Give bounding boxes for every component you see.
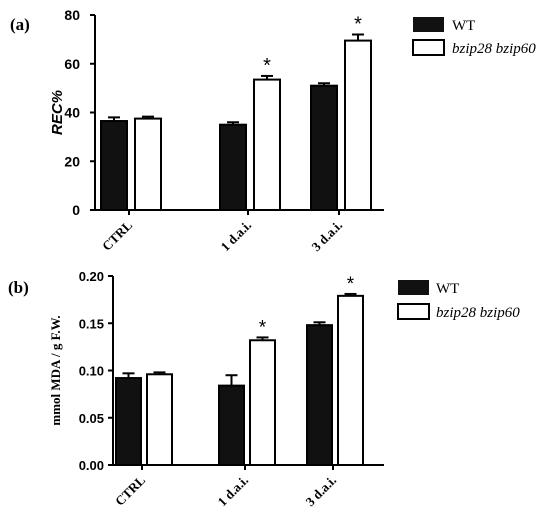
y-tick-label: 0 <box>72 202 80 218</box>
bar-mutant <box>337 294 364 466</box>
bar-mutant <box>344 39 372 211</box>
bar-wt <box>219 123 247 211</box>
bar-wt <box>310 84 338 211</box>
y-tick-label: 0.20 <box>79 269 104 284</box>
x-tick-label: 1 d.a.i. <box>214 473 251 510</box>
legend-label-wt: WT <box>436 281 459 297</box>
bar-wt <box>100 120 128 211</box>
legend-swatch-mutant <box>397 303 430 320</box>
bar-mutant <box>146 373 173 466</box>
panel-a: (a) WT bzip28 bzip60 0 20 40 60 80 REC% CTRL 1 … <box>10 7 536 254</box>
panel-a-legend: WT bzip28 bzip60 <box>412 17 536 57</box>
legend-swatch-wt <box>413 17 444 32</box>
y-axis-title: mmol MDA / g F.W. <box>48 315 63 425</box>
y-tick-label: 60 <box>64 56 80 72</box>
y-tick-label: 40 <box>64 105 80 121</box>
bar-wt <box>115 377 142 466</box>
x-tick-label: 3 d.a.i. <box>302 473 339 510</box>
panel-b: (b) WT bzip28 bzip60 0.00 0.05 0.10 0.15 0.2… <box>8 269 520 509</box>
bar-wt <box>306 324 333 467</box>
panel-a-label: (a) <box>10 15 30 34</box>
legend-swatch-mutant <box>412 39 445 56</box>
chart-b: 0.00 0.05 0.10 0.15 0.20 mmol MDA / g F.W. CTR… <box>48 269 384 509</box>
y-tick-label: 0.10 <box>79 364 104 379</box>
bar-mutant <box>134 117 162 211</box>
x-tick-label: 1 d.a.i. <box>217 218 254 255</box>
legend-label-mutant: bzip28 bzip60 <box>436 305 520 321</box>
bar-mutant <box>253 78 281 211</box>
x-tick-label: CTRL <box>112 472 148 508</box>
significance-star: * <box>347 274 355 295</box>
x-tick-label: 3 d.a.i. <box>308 218 345 255</box>
legend-swatch-wt <box>398 280 429 295</box>
y-tick-label: 0.15 <box>79 316 104 331</box>
panel-b-legend: WT bzip28 bzip60 <box>397 280 520 321</box>
bar-wt <box>218 384 245 466</box>
y-tick-label: 80 <box>64 7 80 23</box>
significance-star: * <box>263 55 271 77</box>
y-tick-label: 20 <box>64 153 80 169</box>
y-tick-label: 0.05 <box>79 411 104 426</box>
panel-b-label: (b) <box>8 278 29 297</box>
legend-label-mutant: bzip28 bzip60 <box>452 41 536 57</box>
legend-label-wt: WT <box>452 18 475 34</box>
bar-mutant <box>249 339 276 467</box>
x-tick-label: CTRL <box>99 217 135 253</box>
chart-a: 0 20 40 60 80 REC% CTRL 1 d.a.i. * 3 d.a.i. * <box>49 7 384 254</box>
y-axis-title: REC% <box>49 90 66 135</box>
significance-star: * <box>259 317 267 338</box>
y-tick-label: 0.00 <box>79 458 104 473</box>
significance-star: * <box>354 14 362 36</box>
